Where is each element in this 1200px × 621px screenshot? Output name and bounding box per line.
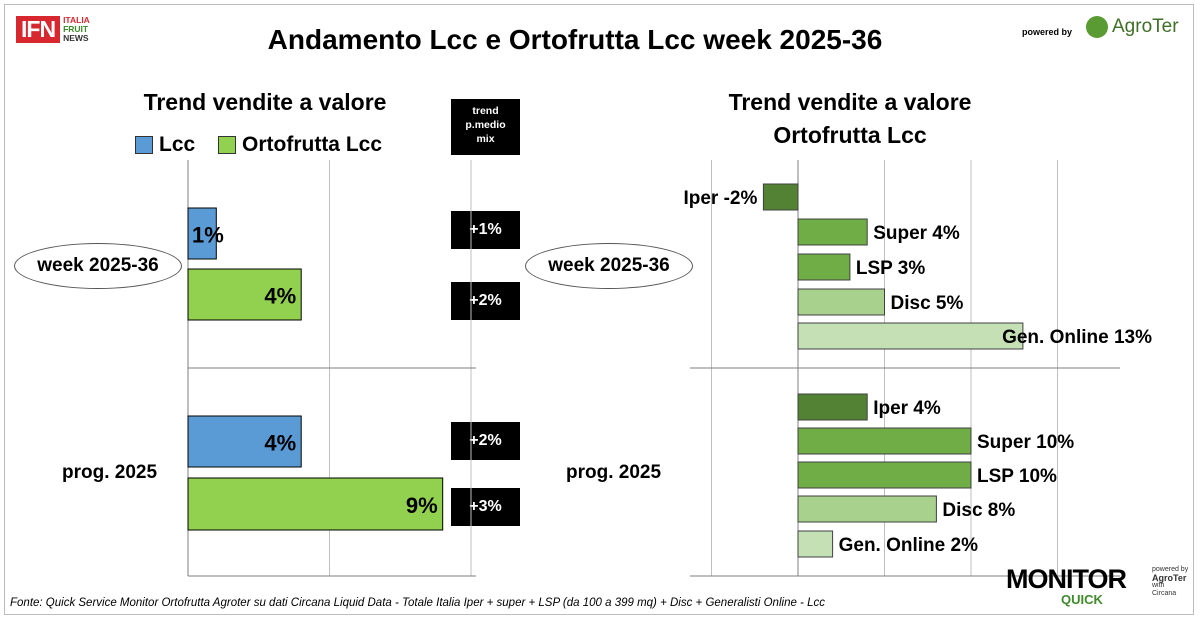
trend-badge-prog-ortofrutta: +3% [451, 488, 520, 526]
bar-lsp-0 [797, 253, 851, 281]
bar-lcc-0 [187, 207, 217, 260]
ifn-logo-mark: IFN [16, 16, 61, 43]
right-subtitle-line-2: Ortofrutta Lcc [773, 122, 927, 148]
left-subtitle: Trend vendite a valore [143, 89, 387, 115]
side-with: with [1152, 582, 1165, 589]
side-circana: Circana [1152, 590, 1177, 597]
side-brand: AgroTer [1152, 573, 1187, 583]
data-label-gen-online-1: Gen. Online 2% [839, 535, 978, 556]
right-subtitle: Trend vendite a valore Ortofrutta Lcc [690, 86, 1010, 152]
bar-iper-0 [762, 183, 799, 211]
monitor-side-credits: powered by AgroTer with Circana [1152, 566, 1188, 598]
right-subtitle-line-1: Trend vendite a valore [728, 89, 972, 115]
chart-frame [4, 4, 1194, 615]
side-powered: powered by [1152, 566, 1189, 573]
data-label-lsp-0: LSP 3% [856, 258, 925, 279]
monitor-quick-logo: MONITOR QUICK [1006, 564, 1127, 607]
data-label-lcc-0: 1% [192, 223, 224, 248]
legend-ortofrutta: Ortofrutta Lcc [218, 133, 382, 157]
bar-disc-0 [797, 288, 885, 316]
data-label-disc-0: Disc 5% [891, 293, 964, 314]
data-label-iper-0: Iper -2% [683, 188, 757, 209]
tree-icon [1086, 16, 1108, 38]
bar-lsp-1 [797, 461, 972, 489]
legend-label-ortofrutta: Ortofrutta Lcc [242, 133, 383, 156]
trend-header-line-2: p.medio [465, 119, 506, 131]
agroter-logo: AgroTer [1086, 16, 1179, 38]
trend-badge-week-ortofrutta: +2% [451, 282, 520, 320]
bar-ortofrutta-lcc-1 [187, 477, 444, 531]
data-label-ortofrutta-lcc-1: 9% [406, 493, 438, 518]
agroter-brand: AgroTer [1112, 16, 1179, 37]
bar-gen-online-1 [797, 530, 834, 558]
trend-badge-week-lcc: +1% [451, 211, 520, 249]
bar-ortofrutta-lcc-0 [187, 268, 302, 321]
category-prog-right: prog. 2025 [566, 462, 662, 483]
bar-lcc-1 [187, 415, 302, 468]
trend-header-line-1: trend [472, 105, 499, 117]
ifn-word-2: FRUIT [63, 24, 89, 34]
bar-disc-1 [797, 495, 937, 523]
powered-by-label: powered by [1022, 27, 1073, 37]
trend-header-line-3: mix [476, 133, 495, 145]
bar-gen-online-0 [797, 322, 1024, 350]
trend-header: trend p.medio mix [451, 99, 520, 155]
category-week-right: week 2025-36 [525, 243, 693, 289]
main-title: Andamento Lcc e Ortofrutta Lcc week 2025… [267, 24, 883, 55]
data-label-ortofrutta-lcc-0: 4% [264, 284, 296, 309]
category-week-left: week 2025-36 [14, 243, 182, 289]
legend-swatch-ortofrutta [218, 136, 236, 154]
data-label-lcc-1: 4% [264, 431, 296, 456]
legend-swatch-lcc [135, 136, 153, 154]
data-label-disc-1: Disc 8% [942, 500, 1015, 521]
data-label-super-1: Super 10% [977, 432, 1074, 453]
ifn-word-3: NEWS [63, 33, 89, 43]
ifn-logo-words: ITALIA FRUIT NEWS [63, 16, 90, 43]
monitor-wordmark: MONITOR [1006, 564, 1127, 594]
legend-lcc: Lcc [135, 133, 195, 157]
category-prog-left: prog. 2025 [62, 462, 158, 483]
data-label-iper-1: Iper 4% [873, 398, 941, 419]
bar-super-0 [797, 218, 868, 246]
data-label-super-0: Super 4% [873, 223, 960, 244]
source-footnote: Fonte: Quick Service Monitor Ortofrutta … [10, 597, 825, 609]
trend-badge-prog-lcc: +2% [451, 422, 520, 460]
quick-wordmark: QUICK [1061, 592, 1103, 607]
ifn-word-1: ITALIA [63, 15, 90, 25]
ifn-logo: IFN ITALIA FRUIT NEWS [16, 16, 90, 43]
bar-super-1 [797, 427, 972, 455]
legend-label-lcc: Lcc [159, 133, 196, 156]
data-label-gen-online-0: Gen. Online 13% [1002, 327, 1152, 348]
data-label-lsp-1: LSP 10% [977, 466, 1057, 487]
bar-iper-1 [797, 393, 868, 421]
